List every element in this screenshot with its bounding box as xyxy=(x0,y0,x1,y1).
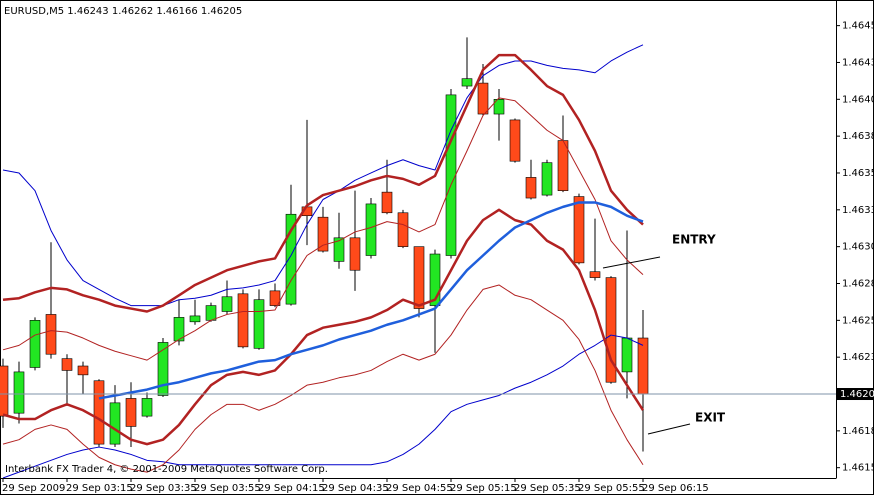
candle-body xyxy=(333,237,345,262)
candle-body xyxy=(109,402,121,445)
candle-body xyxy=(237,293,249,348)
candle-body xyxy=(189,315,201,323)
watermark: Interbank FX Trader 4, © 2001-2009 MetaQ… xyxy=(5,464,328,475)
y-tick-label: 1.46380 xyxy=(842,131,874,142)
candle-body xyxy=(157,342,169,396)
indicator-line xyxy=(2,97,644,361)
candle-body xyxy=(429,253,441,306)
y-tick-label: 1.46155 xyxy=(842,463,874,474)
candle-body xyxy=(141,398,153,417)
candle-body xyxy=(445,94,457,256)
candle-body xyxy=(525,177,537,199)
candle-body xyxy=(557,140,569,191)
y-tick-label: 1.46305 xyxy=(842,242,874,253)
x-tick-label: 29 Sep 2009 xyxy=(2,483,65,494)
entry-pointer xyxy=(602,256,661,269)
candle-body xyxy=(29,320,41,368)
y-tick-label: 1.46230 xyxy=(842,352,874,363)
candle-body xyxy=(93,380,105,445)
x-tick-label: 29 Sep 04:15 xyxy=(258,483,325,494)
candle-body xyxy=(269,290,281,306)
candle-body xyxy=(0,365,9,417)
candle-body xyxy=(541,162,553,196)
candle-body xyxy=(621,337,633,373)
x-tick-label: 29 Sep 03:35 xyxy=(130,483,197,494)
entry-annotation: ENTRY xyxy=(672,233,716,247)
y-tick-label: 1.46455 xyxy=(842,21,874,32)
x-tick-label: 29 Sep 03:15 xyxy=(66,483,133,494)
candle-body xyxy=(349,237,361,271)
candle-body xyxy=(605,277,617,383)
x-tick-label: 29 Sep 05:35 xyxy=(514,483,581,494)
y-tick-label: 1.46280 xyxy=(842,278,874,289)
candle-body xyxy=(77,365,89,376)
candle-body xyxy=(573,196,585,264)
candle-body xyxy=(221,296,233,312)
y-tick-label: 1.46330 xyxy=(842,205,874,216)
y-tick-label: 1.46430 xyxy=(842,57,874,68)
candle-body xyxy=(365,203,377,256)
x-tick-label: 29 Sep 05:15 xyxy=(450,483,517,494)
x-tick-label: 29 Sep 06:15 xyxy=(642,483,709,494)
current-price-box xyxy=(837,388,874,401)
candle-body xyxy=(509,119,521,162)
exit-annotation: EXIT xyxy=(695,411,726,425)
candle-body xyxy=(125,398,137,427)
y-tick-label: 1.46355 xyxy=(842,168,874,179)
exit-pointer xyxy=(647,423,691,435)
candle-body xyxy=(589,271,601,278)
indicator-line xyxy=(98,201,644,400)
x-tick-label: 29 Sep 04:55 xyxy=(386,483,453,494)
candle-body xyxy=(413,246,425,309)
candle-body xyxy=(205,305,217,321)
candle-body xyxy=(173,317,185,342)
candle-body xyxy=(493,99,505,115)
x-tick-label: 29 Sep 03:55 xyxy=(194,483,261,494)
candles xyxy=(0,37,649,452)
candle-body xyxy=(477,82,489,115)
current-price-label: 1.46205 xyxy=(840,389,874,400)
indicators xyxy=(2,44,645,478)
x-tick-label: 29 Sep 04:35 xyxy=(322,483,389,494)
x-tick-label: 29 Sep 05:55 xyxy=(578,483,645,494)
indicator-line xyxy=(2,334,644,478)
chart-title: EURUSD,M5 1.46243 1.46262 1.46166 1.4620… xyxy=(4,6,242,17)
candle-body xyxy=(45,314,57,355)
candle-body xyxy=(285,213,297,305)
candle-body xyxy=(397,212,409,247)
candle-body xyxy=(61,358,73,371)
y-tick-label: 1.46255 xyxy=(842,315,874,326)
candle-body xyxy=(13,371,25,414)
indicator-line xyxy=(2,44,644,307)
indicator-line xyxy=(2,208,645,446)
axis-labels: 1.46455 1.46430 1.46405 1.46380 1.46355 1.463… xyxy=(0,21,874,494)
candle-body xyxy=(317,216,329,252)
indicator-line xyxy=(2,53,644,313)
y-tick-label: 1.46180 xyxy=(842,426,874,437)
indicator-line xyxy=(2,284,644,473)
candle-body xyxy=(637,337,649,395)
y-tick-label: 1.46405 xyxy=(842,94,874,105)
candle-body xyxy=(253,299,265,349)
candle-body xyxy=(461,78,473,87)
candle-body xyxy=(381,191,393,214)
